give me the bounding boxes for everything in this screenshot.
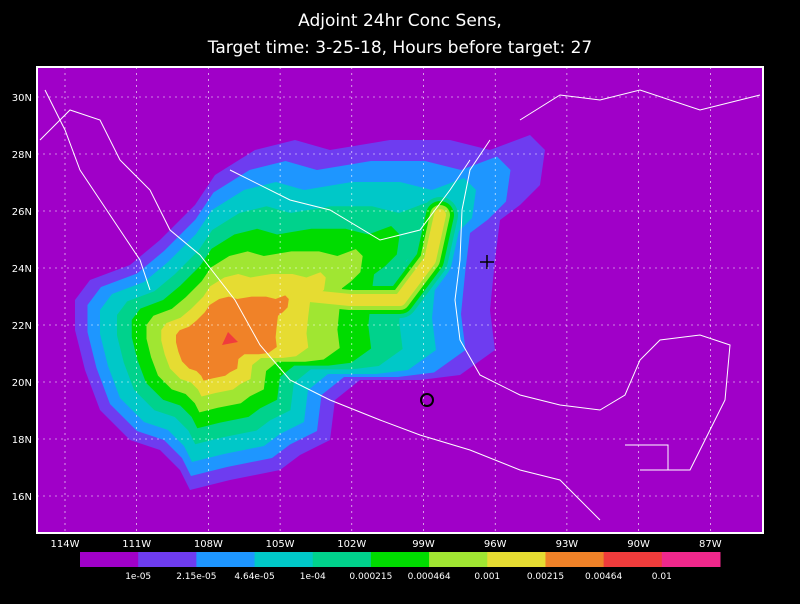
colorbar-swatch (487, 552, 546, 567)
colorbar-swatch (138, 552, 197, 567)
source-marker (420, 393, 434, 407)
lon-label: 108W (194, 539, 223, 550)
lat-label: 22N (12, 321, 32, 332)
colorbar-swatch (429, 552, 488, 567)
lon-label: 87W (699, 539, 722, 550)
coastline (44, 89, 151, 291)
lat-label: 30N (12, 93, 32, 104)
colorbar-swatch (661, 552, 721, 567)
lon-label: 93W (556, 539, 579, 550)
lon-label: 90W (627, 539, 650, 550)
colorbar-label: 2.15e-05 (176, 572, 216, 582)
contour-peak (222, 332, 238, 345)
title-line: Target time: 3-25-18, Hours before targe… (207, 38, 592, 58)
lat-label: 16N (12, 492, 32, 503)
target-marker (480, 255, 494, 269)
lat-label: 18N (12, 435, 32, 446)
coastlines (39, 89, 761, 521)
colorbar-label: 0.01 (652, 572, 672, 582)
border (229, 159, 471, 241)
sensitivity-field (75, 135, 545, 490)
colorbar-label: 0.000215 (349, 572, 392, 582)
colorbar-swatch (370, 552, 430, 567)
lon-label: 111W (122, 539, 151, 550)
coastline (39, 109, 601, 521)
colorbar-label: 0.000464 (408, 572, 451, 582)
coastline (519, 89, 761, 121)
colorbar-swatch (254, 552, 314, 567)
colorbar-swatch (312, 552, 372, 567)
lat-label: 26N (12, 207, 32, 218)
colorbar-label: 0.00464 (585, 572, 622, 582)
lon-label: 96W (484, 539, 507, 550)
colorbar-swatch (196, 552, 256, 567)
lon-label: 102W (337, 539, 366, 550)
colorbar-label: 0.00215 (527, 572, 564, 582)
lat-label: 28N (12, 150, 32, 161)
colorbar-label: 4.64e-05 (234, 572, 274, 582)
colorbar-label: 0.001 (474, 572, 500, 582)
coastline (454, 139, 731, 471)
contour-arm (244, 209, 446, 336)
map-frame (36, 66, 764, 534)
lon-label: 105W (266, 539, 295, 550)
lon-label: 99W (412, 539, 435, 550)
title-line: Adjoint 24hr Conc Sens, (298, 11, 502, 31)
colorbar-swatch (80, 552, 139, 567)
colorbar-label: 1e-04 (300, 572, 326, 582)
colorbar-swatch (603, 552, 663, 567)
lon-label: 114W (51, 539, 80, 550)
colorbar-swatch (545, 552, 605, 567)
lat-label: 20N (12, 378, 32, 389)
lat-label: 24N (12, 264, 32, 275)
colorbar-label: 1e-05 (125, 572, 151, 582)
border (625, 444, 669, 470)
